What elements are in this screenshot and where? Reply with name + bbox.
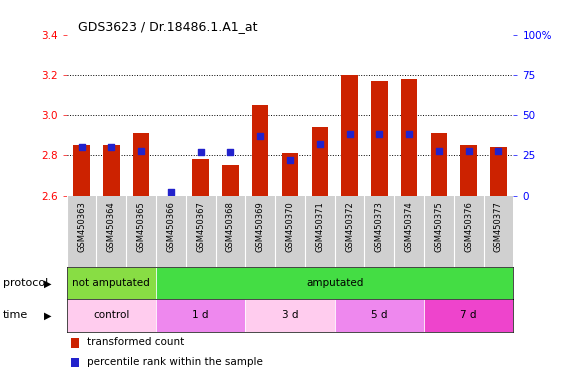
Text: GSM450365: GSM450365 — [137, 201, 146, 252]
Text: GDS3623 / Dr.18486.1.A1_at: GDS3623 / Dr.18486.1.A1_at — [78, 20, 258, 33]
Bar — [71, 338, 79, 348]
Text: GSM450363: GSM450363 — [77, 201, 86, 252]
Text: GSM450376: GSM450376 — [464, 201, 473, 252]
Bar — [282, 153, 298, 195]
Text: 5 d: 5 d — [371, 311, 387, 321]
Text: GSM450364: GSM450364 — [107, 201, 116, 252]
Point — [434, 147, 444, 154]
Bar — [156, 300, 245, 332]
Point — [77, 144, 86, 151]
Point — [345, 131, 354, 137]
Bar — [424, 300, 513, 332]
Text: GSM450367: GSM450367 — [196, 201, 205, 252]
Bar — [490, 147, 506, 195]
Bar — [67, 267, 156, 300]
Point — [196, 149, 205, 155]
Bar — [193, 159, 209, 195]
Text: GSM450366: GSM450366 — [166, 201, 175, 252]
Text: GSM450368: GSM450368 — [226, 201, 235, 252]
Bar — [103, 145, 119, 195]
Bar — [133, 133, 149, 195]
Point — [375, 131, 384, 137]
Bar — [401, 79, 417, 195]
Point — [166, 189, 176, 195]
Text: GSM450375: GSM450375 — [434, 201, 443, 252]
Text: GSM450372: GSM450372 — [345, 201, 354, 252]
Bar — [342, 75, 358, 195]
Point — [256, 133, 265, 139]
Bar — [461, 145, 477, 195]
Text: amputated: amputated — [306, 278, 363, 288]
Bar — [74, 145, 90, 195]
Bar — [252, 105, 269, 195]
Bar — [371, 81, 387, 195]
Point — [285, 157, 295, 163]
Text: percentile rank within the sample: percentile rank within the sample — [87, 357, 263, 367]
Text: GSM450374: GSM450374 — [405, 201, 414, 252]
Text: GSM450377: GSM450377 — [494, 201, 503, 252]
Bar — [67, 300, 156, 332]
Point — [315, 141, 324, 147]
Bar — [431, 133, 447, 195]
Bar — [335, 300, 424, 332]
Text: not amputated: not amputated — [72, 278, 150, 288]
Text: 1 d: 1 d — [193, 311, 209, 321]
Text: protocol: protocol — [3, 278, 48, 288]
Text: GSM450369: GSM450369 — [256, 201, 264, 252]
Point — [226, 149, 235, 155]
Bar — [222, 166, 238, 195]
Text: control: control — [93, 311, 129, 321]
Point — [464, 147, 473, 154]
Point — [107, 144, 116, 151]
Bar — [245, 300, 335, 332]
Bar — [156, 267, 513, 300]
Bar — [71, 358, 79, 367]
Bar — [311, 127, 328, 195]
Text: GSM450371: GSM450371 — [316, 201, 324, 252]
Text: time: time — [3, 311, 28, 321]
Text: 7 d: 7 d — [461, 311, 477, 321]
Point — [494, 147, 503, 154]
Text: transformed count: transformed count — [87, 337, 184, 347]
Text: GSM450373: GSM450373 — [375, 201, 384, 252]
Text: GSM450370: GSM450370 — [285, 201, 295, 252]
Text: ▶: ▶ — [44, 311, 51, 321]
Text: 3 d: 3 d — [282, 311, 298, 321]
Point — [404, 131, 414, 137]
Text: ▶: ▶ — [44, 278, 51, 288]
Point — [136, 147, 146, 154]
